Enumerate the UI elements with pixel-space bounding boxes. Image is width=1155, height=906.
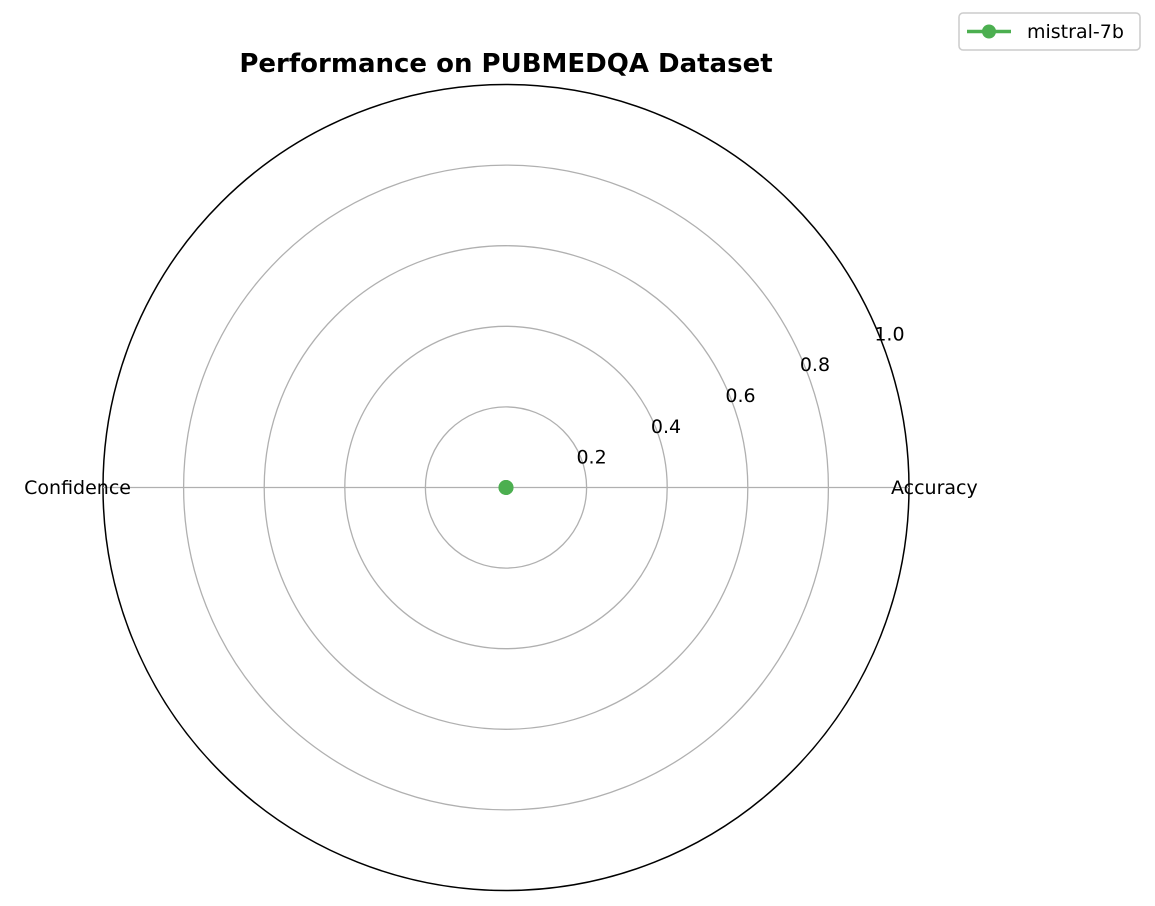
chart-title: Performance on PUBMEDQA Dataset <box>239 49 772 79</box>
data-point-mistral-7b-confidence <box>498 480 514 495</box>
legend-label-mistral-7b: mistral-7b <box>1027 21 1124 43</box>
r-tick-0.4: 0.4 <box>651 416 681 438</box>
legend-marker-mistral-7b <box>982 24 996 39</box>
legend-frame <box>958 12 1141 51</box>
r-tick-0.2: 0.2 <box>576 447 606 469</box>
r-tick-0.8: 0.8 <box>800 354 830 376</box>
radial-tick-labels: 0.2 0.4 0.6 0.8 1.0 <box>576 323 904 468</box>
radar-grid <box>102 83 910 892</box>
legend: mistral-7b <box>958 12 1141 51</box>
r-tick-1.0: 1.0 <box>874 323 904 345</box>
axis-label-accuracy: Accuracy <box>891 477 978 499</box>
r-tick-0.6: 0.6 <box>725 385 755 407</box>
radar-series <box>498 480 514 495</box>
axis-label-confidence: Confidence <box>24 477 131 499</box>
